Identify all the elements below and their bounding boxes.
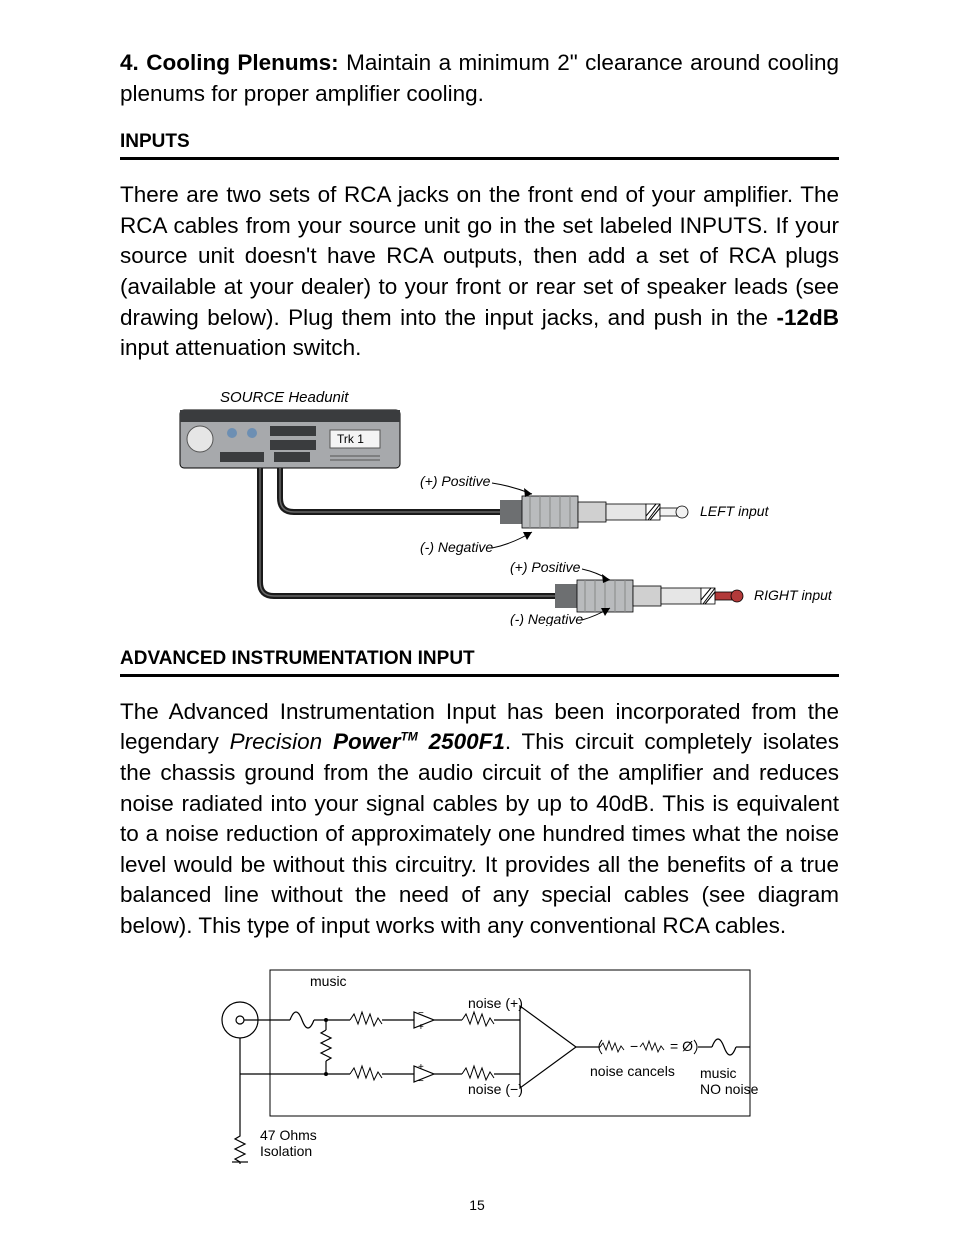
label-left-positive: (+) Positive xyxy=(420,473,491,489)
label-right-negative: (-) Negative xyxy=(510,611,583,626)
label-music-out: music xyxy=(700,1065,737,1081)
label-47ohms: 47 Ohms xyxy=(260,1127,317,1143)
adv-text-b: . This circuit completely isolates the c… xyxy=(120,729,839,938)
adv-italic-precision: Precision xyxy=(230,729,333,754)
adv-tm: TM xyxy=(400,730,417,744)
inputs-text-a: There are two sets of RCA jacks on the f… xyxy=(120,182,839,329)
rca-plug-left-icon xyxy=(500,496,688,528)
label-source-headunit: SOURCE Headunit xyxy=(220,389,349,406)
heading-advanced-input: ADVANCED INSTRUMENTATION INPUT xyxy=(120,648,839,677)
page-number: 15 xyxy=(0,1197,954,1213)
label-left-input: LEFT input xyxy=(700,503,770,519)
figure-balanced-line: − + 47 Ohms Isolation + − xyxy=(200,964,760,1164)
label-trk1: Trk 1 xyxy=(337,432,364,446)
svg-text:+: + xyxy=(418,1062,424,1073)
label-left-negative: (-) Negative xyxy=(420,539,493,555)
cooling-plenums-lead: 4. Cooling Plenums: xyxy=(120,50,339,75)
paragraph-inputs: There are two sets of RCA jacks on the f… xyxy=(120,180,839,364)
headunit-icon: Trk 1 xyxy=(180,410,400,468)
figure-headunit-wiring: SOURCE Headunit Trk 1 xyxy=(120,386,840,626)
svg-text:−: − xyxy=(418,1076,424,1087)
label-noise-minus: − xyxy=(630,1038,638,1054)
label-noise-result: = Ø xyxy=(670,1038,693,1054)
label-no-noise: NO noise xyxy=(700,1081,759,1097)
label-music-top: music xyxy=(310,973,347,989)
inputs-text-b: input attenuation switch. xyxy=(120,335,361,360)
label-isolation: Isolation xyxy=(260,1143,312,1159)
label-noise-cancels: noise cancels xyxy=(590,1063,675,1079)
adv-bold-power: Power xyxy=(333,729,401,754)
paragraph-cooling-plenums: 4. Cooling Plenums: Maintain a minimum 2… xyxy=(120,48,839,109)
svg-text:−: − xyxy=(418,1008,424,1019)
paragraph-advanced: The Advanced Instrumentation Input has b… xyxy=(120,697,839,942)
adv-model: 2500F1 xyxy=(418,729,505,754)
heading-inputs: INPUTS xyxy=(120,131,839,160)
rca-plug-right-icon xyxy=(555,580,743,612)
label-right-positive: (+) Positive xyxy=(510,559,581,575)
label-noise-plus: noise (+) xyxy=(468,995,523,1011)
label-right-input: RIGHT input xyxy=(754,587,833,603)
inputs-bold-12db: -12dB xyxy=(776,305,839,330)
label-noise-minus-lower: noise (−) xyxy=(468,1081,523,1097)
svg-text:+: + xyxy=(418,1022,424,1033)
